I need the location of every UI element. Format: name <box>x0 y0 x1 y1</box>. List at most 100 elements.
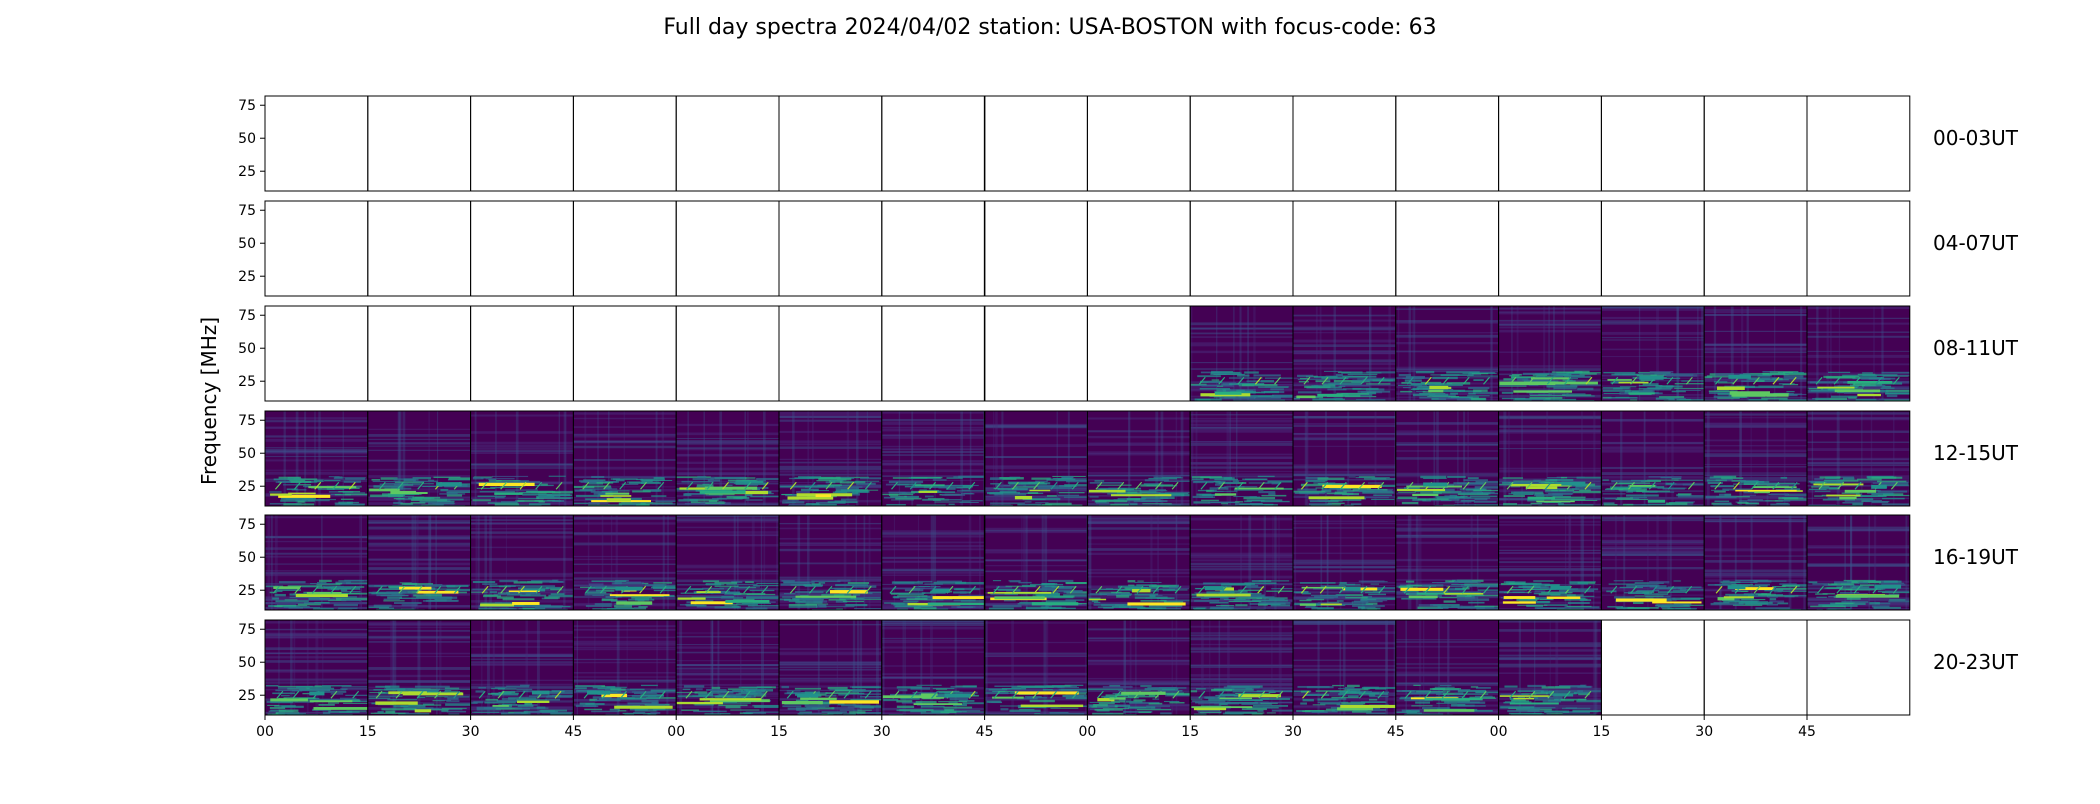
spectrum-noise <box>1300 493 1325 494</box>
spectrum-stripe <box>1087 544 1190 545</box>
spectrum-stripe <box>471 646 574 648</box>
spectrum-noise <box>1009 477 1020 479</box>
spectrum-streak <box>776 515 779 610</box>
emission-line <box>310 700 353 702</box>
spectrum-panel <box>1293 411 1408 507</box>
spectrum-stripe <box>882 469 985 472</box>
spectrum-panel <box>882 96 985 191</box>
spectrum-noise <box>312 689 329 691</box>
spectrum-noise <box>1025 501 1032 502</box>
spectrum-noise <box>503 598 535 600</box>
spectrum-stripe <box>882 463 985 466</box>
spectrum-noise <box>1823 376 1859 378</box>
spectrum-panel <box>471 515 580 612</box>
spectrum-stripe <box>1190 454 1293 456</box>
spectrum-noise <box>1193 481 1214 483</box>
spectrum-streak <box>1196 411 1198 506</box>
y-tick-label: 75 <box>238 98 256 114</box>
spectrum-noise <box>1767 604 1778 606</box>
spectrum-noise <box>1045 586 1055 587</box>
spectrum-noise <box>477 707 512 709</box>
row-label: 16-19UT <box>1933 545 2019 569</box>
spectrum-noise <box>535 606 562 608</box>
spectrum-noise <box>281 695 290 696</box>
spectrum-stripe <box>1807 553 1910 556</box>
spectrum-noise <box>709 500 717 502</box>
spectrum-stripe <box>882 627 985 630</box>
spectrum-noise <box>324 587 334 589</box>
spectrum-noise <box>799 712 812 713</box>
spectrum-stripe <box>1499 574 1602 577</box>
spectrum-noise <box>439 493 465 494</box>
spectrum-noise <box>266 685 278 687</box>
spectrum-stripe <box>1807 563 1910 565</box>
spectrum-noise <box>1196 688 1206 689</box>
spectrum-noise <box>832 707 854 709</box>
spectrum-noise <box>1019 709 1034 710</box>
spectrum-noise <box>632 691 653 692</box>
emission-line <box>479 483 535 486</box>
spectrum-noise <box>627 697 659 699</box>
spectrum-streak <box>993 411 994 506</box>
spectrum-noise <box>754 696 766 697</box>
spectrum-stripe <box>368 429 471 430</box>
panel-frame <box>985 96 1088 191</box>
spectrum-panel <box>1807 306 1919 403</box>
spectrum-noise <box>1517 605 1547 606</box>
panel-frame <box>779 306 882 401</box>
spectrum-stripe <box>1190 344 1293 346</box>
spectrum-noise <box>1566 393 1585 394</box>
spectrum-streak <box>506 515 507 610</box>
spectrum-stripe <box>368 567 471 568</box>
spectrum-noise <box>1824 587 1841 588</box>
spectrum-stripe <box>1190 466 1293 468</box>
spectrum-noise <box>412 690 439 692</box>
spectrum-stripe <box>985 471 1088 473</box>
spectrum-noise <box>507 594 531 595</box>
spectrum-noise <box>1096 502 1109 504</box>
spectrum-noise <box>448 713 459 714</box>
spectrum-noise <box>818 478 851 480</box>
spectrum-streak <box>687 411 688 506</box>
spectrum-stripe <box>1087 553 1190 555</box>
spectrum-noise <box>309 599 336 601</box>
spectrum-noise <box>963 685 977 687</box>
spectrum-noise <box>697 476 706 478</box>
spectrum-stripe <box>985 665 1088 667</box>
spectrum-noise <box>334 604 358 606</box>
spectrum-noise <box>1142 500 1168 502</box>
spectrum-noise <box>1210 607 1234 609</box>
spectrum-noise <box>784 593 796 594</box>
emission-line <box>288 493 316 495</box>
spectrum-noise <box>1468 387 1489 389</box>
spectrum-noise <box>917 685 942 686</box>
spectrum-noise <box>614 605 632 607</box>
spectrum-streak <box>1181 411 1184 506</box>
spectrum-noise <box>1809 481 1836 482</box>
spectrum-noise <box>1554 375 1563 377</box>
spectrum-noise <box>640 478 664 480</box>
spectrum-stripe <box>1087 663 1190 666</box>
spectrum-image <box>1499 515 1602 612</box>
spectrum-noise <box>272 693 295 695</box>
spectrum-noise <box>749 689 766 690</box>
spectrum-noise <box>960 591 967 593</box>
spectrum-panel <box>1293 96 1396 191</box>
spectrum-noise <box>1673 580 1680 581</box>
spectrum-noise <box>1721 477 1743 478</box>
spectrum-stripe <box>1601 332 1704 335</box>
spectrum-noise <box>1022 504 1029 505</box>
spectrum-panel <box>368 306 471 401</box>
spectrum-stripe <box>1601 474 1704 475</box>
spectrum-panel <box>985 515 1100 612</box>
spectrum-image <box>265 620 375 717</box>
spectrum-noise <box>475 690 484 692</box>
spectrum-image <box>265 411 373 508</box>
spectrum-stripe <box>1087 654 1190 656</box>
emission-line <box>1015 496 1032 499</box>
emission-line <box>480 604 514 607</box>
spectrum-noise <box>1642 504 1651 505</box>
spectrum-panel <box>779 515 889 612</box>
spectrum-stripe <box>779 663 882 665</box>
